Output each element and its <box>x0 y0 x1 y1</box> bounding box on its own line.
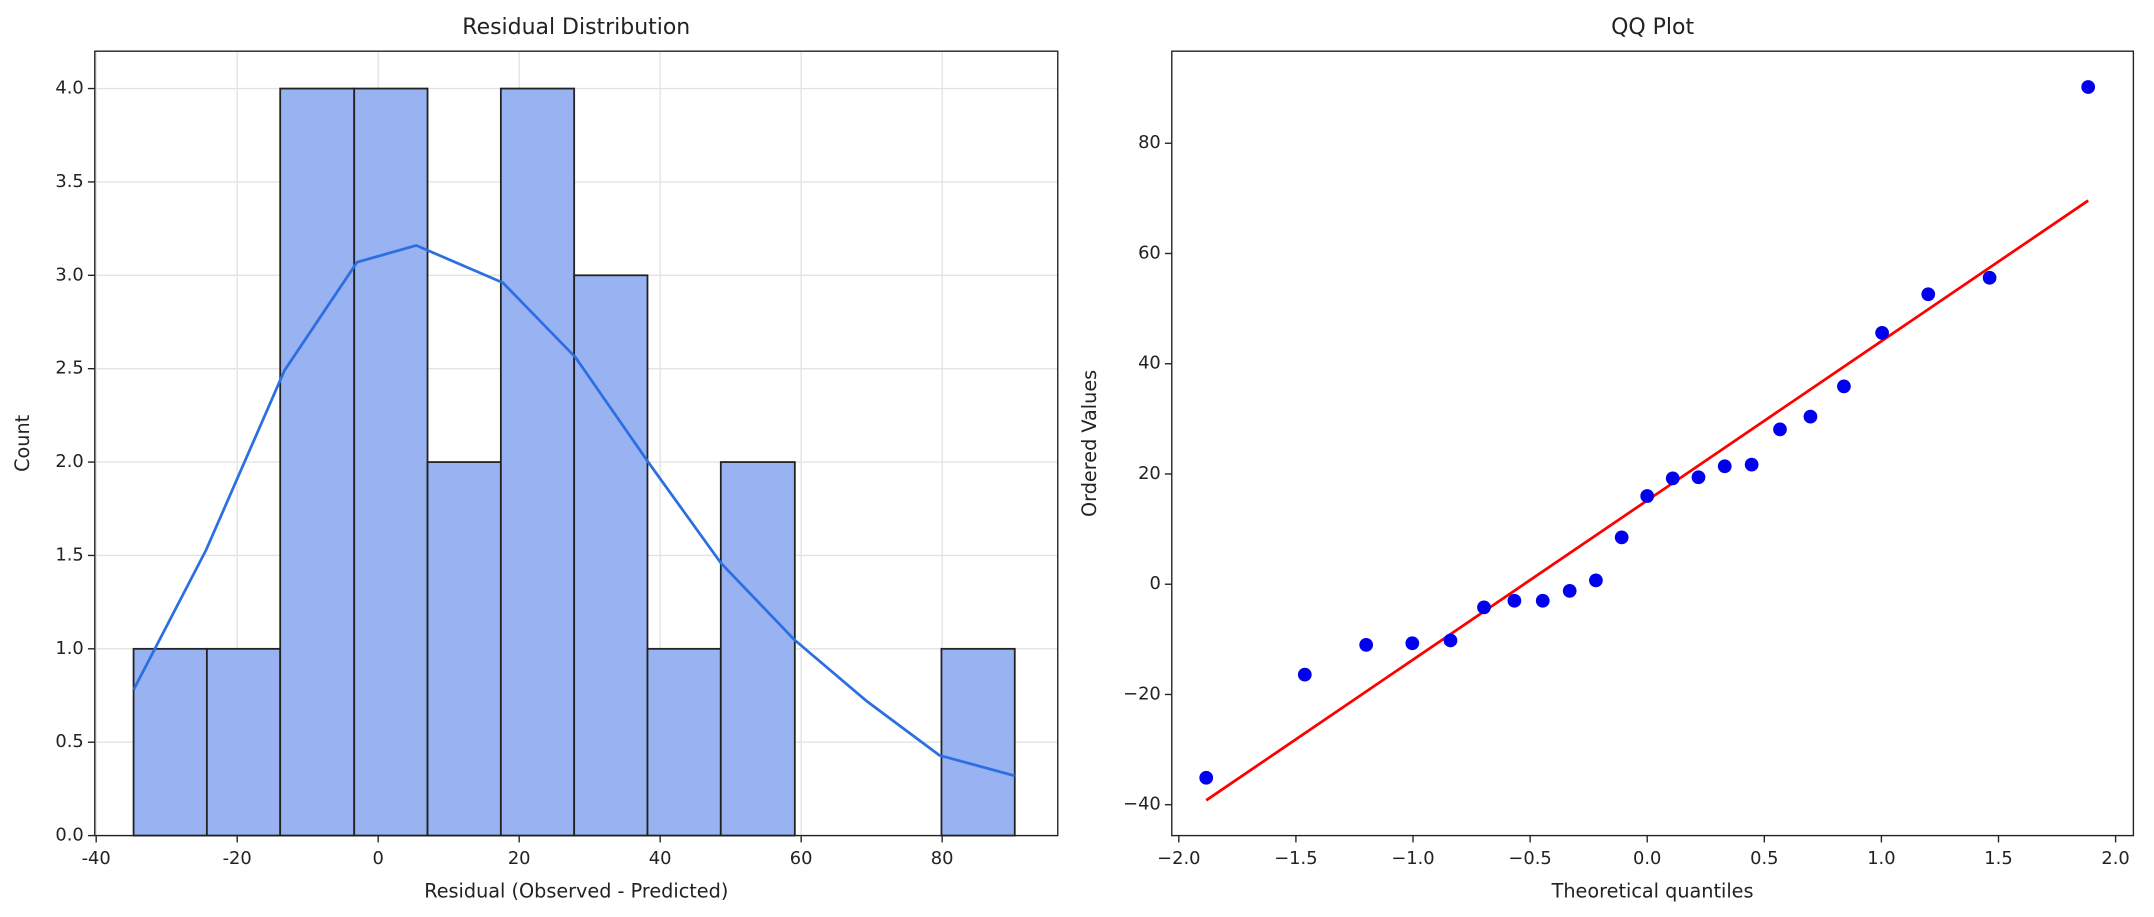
y-tick-label: 0 <box>1149 573 1160 594</box>
y-tick-label: 40 <box>1138 353 1161 374</box>
point <box>1921 287 1936 302</box>
plot-frame <box>1171 50 2135 837</box>
bar <box>573 274 649 837</box>
point <box>1875 325 1889 340</box>
x-tick-label: -40 <box>82 848 111 869</box>
y-tick-label: 20 <box>1138 463 1161 484</box>
x-tick-label: −1.5 <box>1274 848 1317 869</box>
x-tick-label: 40 <box>649 848 672 869</box>
x-tick-label: −2.0 <box>1157 848 1200 869</box>
x-tick-label: 60 <box>790 848 813 869</box>
y-tick-label: −20 <box>1123 683 1161 704</box>
x-tick-label: 0.5 <box>1750 848 1778 869</box>
x-tick-label: 2.0 <box>2101 848 2129 869</box>
y-axis-label: Count <box>11 414 34 472</box>
y-tick-label: 80 <box>1138 132 1161 153</box>
y-tick-label: 3.0 <box>55 264 83 285</box>
y-tick-label: −40 <box>1123 794 1161 815</box>
point <box>1614 530 1629 545</box>
bar <box>132 647 208 837</box>
x-tick-label: 20 <box>508 848 531 869</box>
y-tick-label: 0.5 <box>55 731 83 752</box>
point <box>1640 489 1655 503</box>
bar <box>353 87 429 837</box>
point <box>1359 637 1374 652</box>
bar <box>719 461 796 837</box>
point <box>1297 667 1312 682</box>
point <box>1507 593 1522 608</box>
y-tick-label: 2.0 <box>55 451 83 472</box>
y-tick-label: 1.5 <box>55 544 83 565</box>
point <box>1837 379 1851 394</box>
kde-line <box>132 243 1016 778</box>
point <box>1744 457 1759 472</box>
point <box>1477 600 1491 615</box>
y-tick-label: 60 <box>1138 242 1161 263</box>
panel: −2.0 −1.5 −1.0 −0.5 0.0 0.5 1.0 1.5 2.0 −40 −20 0 20… <box>1078 15 2135 902</box>
x-tick-label: −1.0 <box>1391 848 1434 869</box>
point <box>1691 470 1706 485</box>
x-tick-label: 0.0 <box>1633 848 1661 869</box>
y-tick-label: 2.5 <box>55 358 83 379</box>
bar <box>279 87 356 837</box>
x-tick-label: 80 <box>931 848 954 869</box>
point <box>1199 770 1214 785</box>
y-tick-label: 0.0 <box>55 825 83 846</box>
point <box>1717 459 1732 474</box>
chart-title: Residual Distribution <box>462 15 690 40</box>
bar <box>205 647 282 837</box>
point <box>1803 409 1818 424</box>
bar <box>499 87 576 837</box>
bar <box>940 647 1016 837</box>
point <box>1773 422 1787 437</box>
chart-title: QQ Plot <box>1611 15 1694 40</box>
point <box>1443 633 1458 648</box>
point <box>1665 471 1680 486</box>
x-tick-label: −0.5 <box>1508 848 1551 869</box>
x-tick-label: -20 <box>223 848 252 869</box>
x-tick-label: 1.5 <box>1984 848 2012 869</box>
bar <box>646 647 722 837</box>
y-tick-label: 4.0 <box>55 78 83 99</box>
y-tick-label: 1.0 <box>55 638 83 659</box>
point <box>1982 270 1997 285</box>
y-tick-label: 3.5 <box>55 171 83 192</box>
plot-frame <box>94 50 1059 837</box>
y-axis-label: Ordered Values <box>1078 370 1101 517</box>
point <box>1589 573 1603 588</box>
panel: -40 -20 0 20 40 60 80 0.0 0.5 1.0 1.5 2.0 2.5 3.0 3.5 4… <box>11 15 1059 902</box>
point <box>1405 636 1420 651</box>
point <box>1535 593 1550 608</box>
x-axis-label: Residual (Observed - Predicted) <box>424 879 728 902</box>
point <box>1562 583 1577 598</box>
x-tick-label: 1.0 <box>1867 848 1895 869</box>
x-axis-label: Theoretical quantiles <box>1551 879 1754 902</box>
x-tick-label: 0 <box>373 848 384 869</box>
point <box>2081 80 2096 94</box>
bar <box>426 461 502 837</box>
